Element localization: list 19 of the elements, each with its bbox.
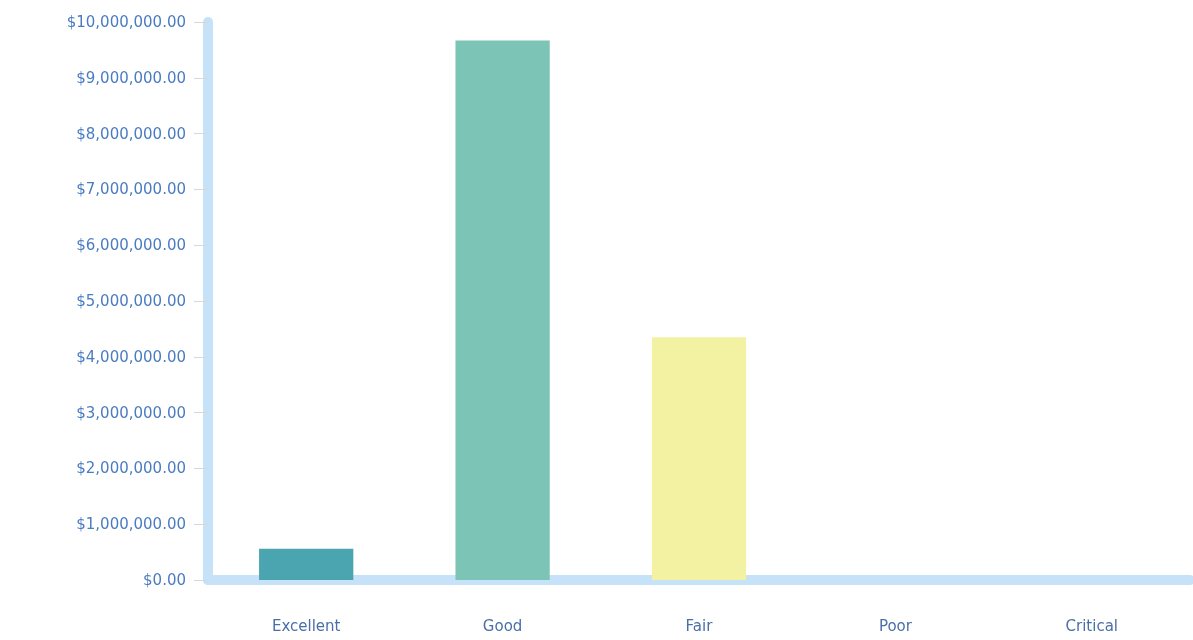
y-tick-label: $5,000,000.00 bbox=[76, 292, 186, 310]
y-tick-label: $8,000,000.00 bbox=[76, 124, 186, 143]
bar bbox=[455, 40, 550, 580]
bar bbox=[259, 548, 354, 580]
x-tick-label: Critical bbox=[1065, 616, 1119, 635]
y-tick-label: $2,000,000.00 bbox=[76, 459, 186, 478]
x-tick-label: Fair bbox=[685, 616, 714, 635]
y-tick-label: $4,000,000.00 bbox=[76, 347, 186, 366]
y-tick-label: $9,000,000.00 bbox=[76, 68, 186, 87]
x-tick-label: Poor bbox=[878, 616, 913, 635]
x-tick-label: Good bbox=[482, 616, 523, 635]
y-tick-label: $3,000,000.00 bbox=[76, 403, 186, 422]
y-tick-label: $10,000,000.00 bbox=[66, 13, 186, 31]
y-tick-label: $1,000,000.00 bbox=[76, 515, 186, 534]
y-tick-label: $6,000,000.00 bbox=[76, 236, 186, 255]
y-tick-label: $0.00 bbox=[143, 571, 186, 589]
y-tick-label: $7,000,000.00 bbox=[76, 180, 186, 199]
bar bbox=[651, 337, 747, 580]
x-tick-label: Excellent bbox=[271, 616, 341, 635]
